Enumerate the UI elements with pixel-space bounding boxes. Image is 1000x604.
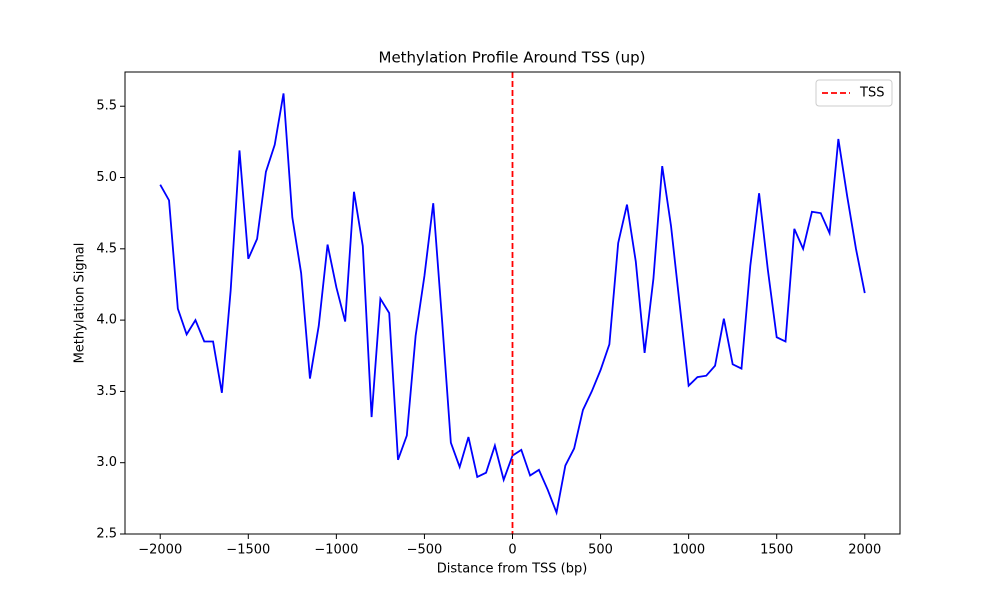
y-tick-label: 4.5 — [96, 241, 117, 256]
legend-label: TSS — [859, 86, 884, 101]
y-tick-label: 3.0 — [96, 455, 117, 470]
x-tick-label: −500 — [407, 543, 443, 558]
y-tick-label: 2.5 — [96, 527, 117, 542]
plot-frame — [124, 71, 901, 535]
x-tick-label: −2000 — [138, 543, 182, 558]
x-axis-label: Distance from TSS (bp) — [437, 562, 588, 577]
y-tick-label: 5.5 — [96, 99, 117, 114]
y-tick-label: 5.0 — [96, 170, 117, 185]
legend-box — [815, 79, 893, 107]
x-tick-label: 1000 — [672, 543, 705, 558]
x-tick-label: −1000 — [314, 543, 358, 558]
x-tick-label: −1500 — [226, 543, 270, 558]
chart-title: Methylation Profile Around TSS (up) — [379, 49, 646, 67]
x-tick-label: 0 — [508, 543, 516, 558]
x-tick-label: 2000 — [848, 543, 881, 558]
y-tick-label: 4.0 — [96, 313, 117, 328]
y-tick-label: 3.5 — [96, 384, 117, 399]
x-tick-label: 500 — [588, 543, 613, 558]
y-axis-label: Methylation Signal — [73, 243, 88, 364]
x-tick-label: 1500 — [760, 543, 793, 558]
